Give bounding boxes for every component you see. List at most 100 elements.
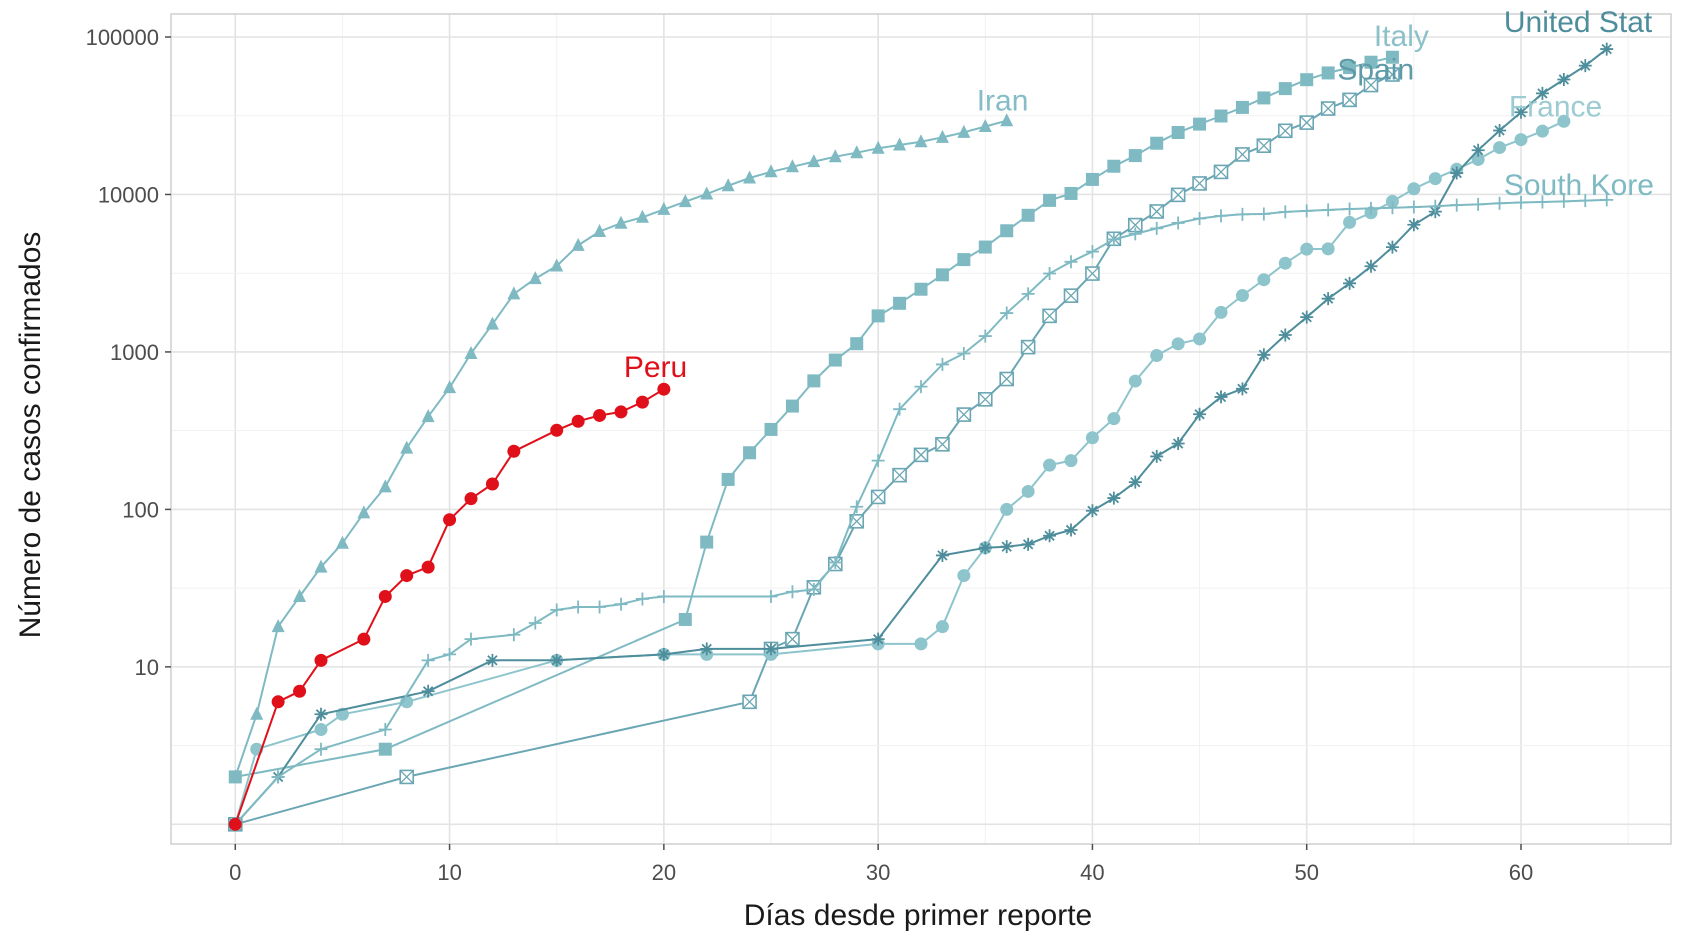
data-point-iran bbox=[978, 119, 992, 133]
data-point-iran bbox=[464, 345, 478, 359]
data-point-france bbox=[1193, 332, 1207, 346]
y-tick-label: 100000 bbox=[86, 25, 159, 50]
data-point-south-kore bbox=[1514, 195, 1528, 209]
data-point-south-kore bbox=[635, 592, 649, 606]
data-point-united-stat bbox=[1000, 540, 1014, 554]
data-point-south-kore bbox=[1171, 216, 1185, 230]
data-point-united-stat bbox=[1214, 390, 1228, 404]
data-point-spain bbox=[870, 489, 886, 505]
y-tick-label: 100 bbox=[122, 497, 159, 522]
data-point-united-stat bbox=[1235, 382, 1249, 396]
data-point-south-kore bbox=[1150, 221, 1164, 235]
data-point-peru bbox=[443, 513, 457, 527]
data-point-south-kore bbox=[1000, 306, 1014, 320]
data-point-south-kore bbox=[614, 597, 628, 611]
data-point-united-stat bbox=[1578, 59, 1592, 73]
data-point-united-stat bbox=[978, 541, 992, 555]
data-point-south-kore bbox=[1385, 201, 1399, 215]
data-point-peru bbox=[357, 632, 371, 646]
data-point-france bbox=[1107, 412, 1121, 426]
data-point-italy bbox=[1064, 186, 1078, 200]
data-point-south-kore bbox=[593, 600, 607, 614]
data-point-peru bbox=[571, 414, 585, 428]
data-point-spain bbox=[1277, 123, 1293, 139]
data-point-south-kore bbox=[1493, 196, 1507, 210]
data-point-south-kore bbox=[378, 723, 392, 737]
data-point-south-kore bbox=[1300, 204, 1314, 218]
data-point-iran bbox=[721, 178, 735, 192]
data-point-spain bbox=[999, 371, 1015, 387]
data-point-italy bbox=[1128, 149, 1142, 163]
data-point-united-stat bbox=[1514, 105, 1528, 119]
data-point-peru bbox=[614, 405, 628, 419]
y-axis-ticks: 10 100 1000 10000 100000 bbox=[86, 25, 171, 680]
data-point-united-stat bbox=[1043, 529, 1057, 543]
data-point-italy bbox=[678, 612, 692, 626]
data-point-italy bbox=[1085, 172, 1099, 186]
data-point-spain bbox=[956, 407, 972, 422]
data-point-iran bbox=[614, 215, 628, 229]
data-point-iran bbox=[700, 186, 714, 200]
data-point-italy bbox=[1214, 109, 1228, 123]
data-point-france bbox=[1557, 114, 1571, 128]
x-tick-label: 10 bbox=[437, 860, 461, 885]
data-point-south-kore bbox=[1193, 211, 1207, 225]
data-point-spain bbox=[1085, 266, 1100, 281]
data-point-peru bbox=[421, 560, 435, 574]
data-point-italy bbox=[1000, 224, 1014, 238]
data-point-iran bbox=[871, 140, 885, 154]
data-point-spain bbox=[1342, 92, 1357, 108]
data-point-iran bbox=[485, 316, 499, 330]
series-south-kore bbox=[228, 193, 1614, 831]
data-point-united-stat bbox=[1257, 348, 1271, 362]
data-point-south-kore bbox=[507, 628, 521, 642]
data-point-south-kore bbox=[314, 742, 328, 756]
data-point-france bbox=[935, 620, 949, 634]
y-axis-title: Número de casos confirmados bbox=[14, 232, 47, 639]
data-point-italy bbox=[1021, 208, 1035, 222]
data-point-south-kore bbox=[1600, 193, 1614, 207]
data-point-peru bbox=[507, 444, 521, 458]
data-point-south-kore bbox=[464, 632, 478, 646]
data-point-iran bbox=[893, 137, 907, 151]
data-point-italy bbox=[957, 253, 971, 267]
data-point-united-stat bbox=[1150, 449, 1164, 463]
data-point-iran bbox=[914, 134, 928, 148]
data-point-france bbox=[1128, 374, 1142, 388]
data-point-united-stat bbox=[1343, 276, 1357, 290]
data-point-iran bbox=[421, 409, 435, 423]
data-point-south-kore bbox=[978, 329, 992, 343]
data-point-south-kore bbox=[1428, 199, 1442, 213]
data-point-france bbox=[1171, 337, 1185, 351]
data-point-south-kore bbox=[957, 347, 971, 361]
data-point-france bbox=[957, 569, 971, 583]
data-point-south-kore bbox=[1085, 245, 1099, 259]
data-point-spain bbox=[1192, 176, 1207, 191]
data-point-france bbox=[1493, 141, 1507, 155]
data-point-peru bbox=[593, 408, 607, 422]
data-point-united-stat bbox=[1193, 407, 1207, 421]
data-point-france bbox=[1343, 215, 1357, 229]
data-point-iran bbox=[850, 145, 864, 159]
data-point-iran bbox=[807, 154, 821, 168]
data-point-france bbox=[1150, 349, 1164, 363]
series-label-italy: Italy bbox=[1374, 20, 1429, 53]
data-point-iran bbox=[357, 505, 371, 519]
data-point-united-stat bbox=[657, 647, 671, 661]
data-point-spain bbox=[399, 769, 415, 785]
data-point-spain bbox=[1299, 115, 1315, 130]
data-point-italy bbox=[1235, 100, 1249, 114]
data-point-iran bbox=[550, 258, 564, 272]
data-point-united-stat bbox=[764, 642, 778, 656]
series-label-united-stat: United Stat bbox=[1504, 6, 1653, 39]
data-point-italy bbox=[1343, 61, 1357, 75]
data-point-spain bbox=[742, 694, 757, 710]
data-point-iran bbox=[657, 201, 671, 215]
data-point-united-stat bbox=[700, 642, 714, 656]
data-point-south-kore bbox=[1450, 198, 1464, 212]
series-italy bbox=[228, 50, 1399, 784]
data-point-south-kore bbox=[550, 603, 564, 617]
data-point-italy bbox=[1385, 50, 1399, 64]
data-point-united-stat bbox=[1450, 166, 1464, 180]
